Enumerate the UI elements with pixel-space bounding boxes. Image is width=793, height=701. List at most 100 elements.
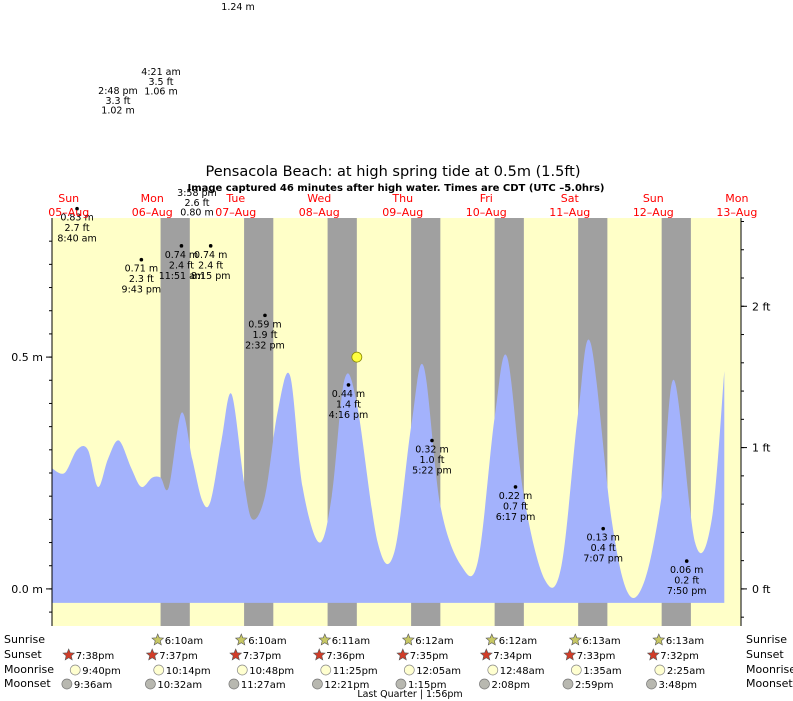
moonrise-icon	[69, 664, 81, 676]
sunset-icon	[479, 648, 493, 661]
tide-label: 2.3 ft	[129, 274, 154, 285]
day-header-name: Thu	[391, 192, 413, 205]
moonrise-icon	[320, 664, 332, 676]
sunset-icon	[229, 648, 243, 661]
tide-label: 0.74 m	[194, 250, 227, 261]
day-headers-layer: Sun05–AugMon06–AugTue07–AugWed08–AugThu0…	[48, 192, 757, 219]
tide-label: 2.7 ft	[65, 223, 90, 234]
tide-point	[208, 244, 213, 248]
moonset-icon	[228, 678, 240, 690]
sunrise-time: 6:13am	[666, 636, 704, 647]
tide-label: 0.32 m	[415, 445, 448, 456]
day-header-date: 09–Aug	[382, 206, 423, 219]
row-label-left: Moonset	[4, 677, 51, 690]
sunrise-time: 6:12am	[499, 636, 537, 647]
offchart-tide-label: 1.02 m	[101, 106, 134, 117]
sunrise-icon	[485, 633, 499, 646]
tide-point	[263, 313, 267, 318]
day-header-name: Fri	[480, 192, 493, 205]
moonrise-time: 2:25am	[667, 666, 705, 677]
offchart-tide-label: 3.3 ft	[105, 96, 130, 107]
tide-label: 1.9 ft	[252, 330, 277, 341]
tide-label: 2.4 ft	[198, 260, 223, 271]
sunrise-time: 6:11am	[332, 636, 370, 647]
sunrise-time: 6:12am	[415, 636, 453, 647]
tide-label: 6:17 pm	[496, 512, 536, 523]
moonset-icon	[646, 678, 657, 690]
offchart-tide-label: 1.24 m	[221, 2, 254, 13]
title-layer: Pensacola Beach: at high spring tide at …	[188, 164, 605, 194]
tide-label: 0.13 m	[586, 533, 619, 544]
day-header-date: 06–Aug	[132, 206, 173, 219]
moonset-time: 2:59pm	[575, 680, 614, 691]
sunset-time: 7:32pm	[660, 651, 699, 662]
tide-label: 0.4 ft	[591, 543, 616, 554]
row-label-right: Sunrise	[746, 633, 787, 646]
tide-label: 8:40 am	[57, 234, 96, 245]
offchart-labels-layer: 1.24 m 4:21 am3.5 ft1.06 m 2:48 pm3.3 ft1.…	[98, 2, 255, 219]
tide-label: 9:43 pm	[122, 285, 162, 296]
moonrise-time: 1:35am	[583, 666, 621, 677]
moonrise-time: 12:05am	[416, 666, 461, 677]
day-header-date: 13–Aug	[716, 206, 757, 219]
tide-point	[601, 526, 605, 531]
moonrise-icon	[570, 664, 582, 676]
moonrise-time: 11:25pm	[333, 666, 378, 677]
moonset-icon	[61, 678, 73, 690]
sunrise-icon	[568, 633, 582, 646]
sunset-icon	[62, 648, 76, 661]
sunset-icon	[396, 648, 410, 661]
moonset-icon	[562, 678, 574, 690]
left-tick-label: 0.5 m	[11, 351, 43, 364]
tide-label: 8:15 pm	[191, 271, 231, 282]
moonrise-icon	[487, 664, 499, 676]
sunset-icon	[145, 648, 159, 661]
chart-title: Pensacola Beach: at high spring tide at …	[205, 164, 580, 180]
moonset-time: 11:27am	[241, 680, 286, 691]
sunset-time: 7:38pm	[76, 651, 115, 662]
row-label-right: Moonrise	[746, 663, 793, 676]
moonrise-icon	[403, 664, 415, 676]
moonrise-icon	[654, 664, 666, 676]
day-header-name: Sun	[643, 192, 664, 205]
day-header-date: 11–Aug	[549, 206, 590, 219]
sunset-time: 7:35pm	[410, 651, 449, 662]
moonset-time: 10:32am	[157, 680, 202, 691]
tide-label: 0.59 m	[248, 319, 281, 330]
offchart-tide-label: 1.06 m	[144, 87, 177, 98]
offchart-tide-label: 2.6 ft	[184, 198, 209, 209]
tide-label: 0.71 m	[125, 264, 158, 275]
offchart-tide-label: 2:48 pm	[98, 86, 138, 97]
day-header-name: Sun	[58, 192, 79, 205]
sunrise-time: 6:13am	[582, 636, 620, 647]
sunset-icon	[312, 648, 326, 661]
day-header-date: 05–Aug	[48, 206, 89, 219]
sunset-time: 7:37pm	[159, 651, 198, 662]
tide-label: 2:32 pm	[245, 340, 285, 351]
tide-label: 2.4 ft	[169, 260, 194, 271]
sunset-time: 7:34pm	[493, 651, 532, 662]
moonset-time: 3:48pm	[658, 680, 697, 691]
moonset-icon	[479, 678, 490, 690]
tide-point	[684, 559, 689, 563]
tide-point	[75, 206, 79, 211]
sunrise-icon	[652, 633, 666, 646]
moonrise-time: 10:14pm	[166, 666, 211, 677]
sunrise-time: 6:10am	[248, 636, 286, 647]
tide-label: 0.83 m	[60, 213, 93, 224]
tide-point	[139, 257, 144, 262]
day-header-name: Mon	[141, 192, 164, 205]
sunset-icon	[563, 648, 577, 661]
row-label-right: Moonset	[746, 677, 793, 690]
moonrise-icon	[153, 664, 165, 676]
current-tide-marker	[351, 351, 363, 363]
tide-point	[179, 244, 184, 248]
moonset-time: 12:21pm	[324, 680, 369, 691]
moonrise-time: 10:48pm	[249, 666, 294, 677]
tide-point	[513, 485, 518, 489]
offchart-tide-label: 0.80 m	[180, 208, 213, 219]
offchart-tide-label: 3.5 ft	[148, 77, 173, 88]
tide-label: 1.0 ft	[419, 455, 444, 466]
axes-layer: 0.0 m 0.5 m 0 ft 1 ft 2 ft	[11, 218, 771, 626]
